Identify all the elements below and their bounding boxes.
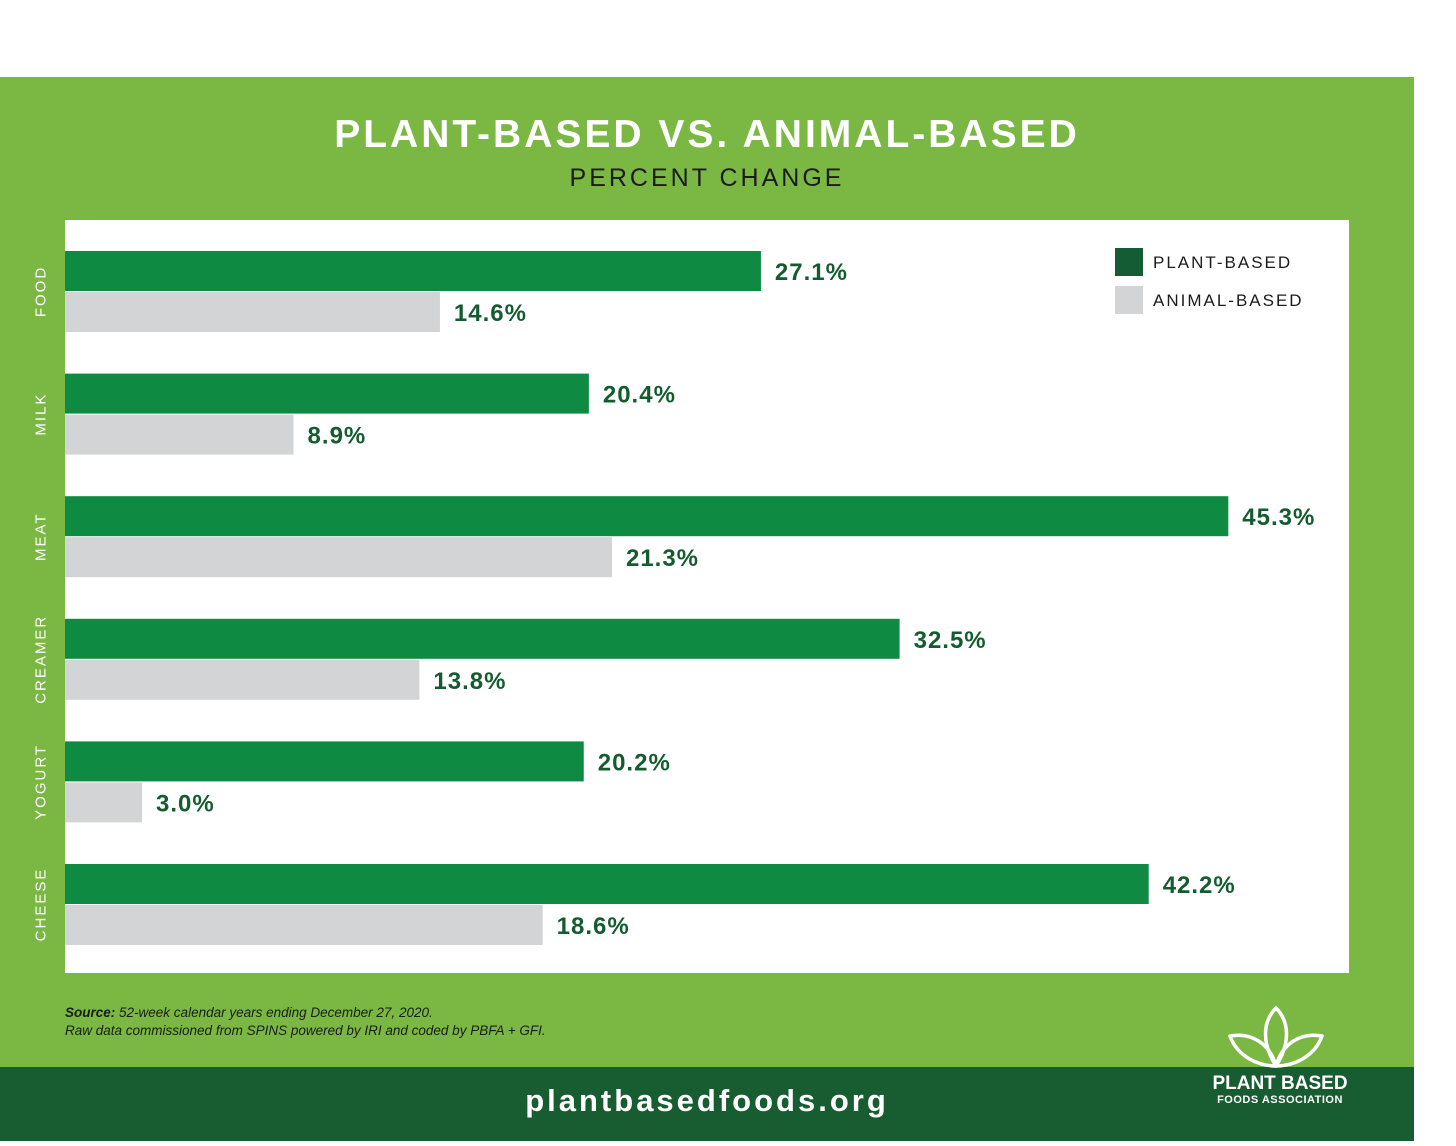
animal-bar-meat — [65, 537, 612, 578]
logo-subtitle: FOODS ASSOCIATION — [1217, 1094, 1343, 1106]
footer-band — [0, 1067, 1414, 1141]
animal-bar-cheese — [65, 905, 543, 945]
animal-value-label-milk: 8.9% — [308, 423, 367, 450]
bar-chart: 27.1% 14.6% 20.4% 8.9% 45.3% 21.3% 32.5% 13.8% 2… — [65, 248, 1315, 945]
category-label-milk: MILK — [33, 393, 50, 436]
animal-bar-milk — [65, 414, 294, 455]
source-note: Source: 52-week calendar years ending De… — [65, 1004, 965, 1040]
animal-value-label-yogurt: 3.0% — [156, 790, 215, 817]
plant-value-label-milk: 20.4% — [603, 382, 676, 409]
category-label-creamer: CREAMER — [33, 615, 50, 704]
category-label-meat: MEAT — [33, 512, 50, 561]
legend-label-animal: ANIMAL-BASED — [1153, 291, 1304, 310]
legend-swatch-plant — [1115, 248, 1143, 276]
plant-value-label-food: 27.1% — [775, 259, 848, 286]
plant-bar-creamer — [65, 618, 900, 659]
source-line-2: Raw data commissioned from SPINS powered… — [65, 1023, 546, 1038]
category-label-yogurt: YOGURT — [33, 744, 50, 820]
category-label-cheese: CHEESE — [33, 868, 50, 942]
chart-panel: 27.1% 14.6% 20.4% 8.9% 45.3% 21.3% 32.5% 13.8% 2… — [65, 220, 1349, 973]
plant-value-label-meat: 45.3% — [1242, 504, 1315, 531]
animal-value-label-food: 14.6% — [454, 300, 527, 327]
plant-bar-milk — [65, 373, 589, 414]
animal-bar-creamer — [65, 659, 420, 700]
plant-value-label-cheese: 42.2% — [1163, 872, 1236, 899]
plant-bar-yogurt — [65, 741, 584, 782]
plant-value-label-yogurt: 20.2% — [598, 749, 671, 776]
category-axis: FOOD MILK MEAT CREAMER YOGURT CHEESE — [33, 266, 50, 942]
legend-swatch-animal — [1115, 286, 1143, 314]
animal-value-label-cheese: 18.6% — [557, 913, 630, 940]
plant-bar-meat — [65, 496, 1229, 537]
animal-value-label-meat: 21.3% — [626, 545, 699, 572]
legend-label-plant: PLANT-BASED — [1153, 253, 1292, 272]
website-link[interactable]: plantbasedfoods.org — [525, 1083, 889, 1118]
source-text-1: 52-week calendar years ending December 2… — [119, 1005, 433, 1020]
source-line-1: Source: 52-week calendar years ending De… — [65, 1004, 965, 1022]
plant-bar-cheese — [65, 864, 1149, 904]
source-label: Source: — [65, 1005, 116, 1020]
animal-bar-food — [65, 292, 440, 332]
animal-bar-yogurt — [65, 782, 143, 823]
plant-value-label-creamer: 32.5% — [914, 627, 987, 654]
chart-title: PLANT-BASED VS. ANIMAL-BASED — [334, 113, 1080, 156]
leaf-logo-icon — [1228, 1006, 1324, 1068]
category-label-food: FOOD — [33, 266, 50, 317]
logo-name: PLANT BASED — [1212, 1073, 1348, 1094]
plant-bar-food — [65, 251, 761, 291]
animal-value-label-creamer: 13.8% — [433, 668, 506, 695]
chart-subtitle: PERCENT CHANGE — [569, 164, 845, 192]
